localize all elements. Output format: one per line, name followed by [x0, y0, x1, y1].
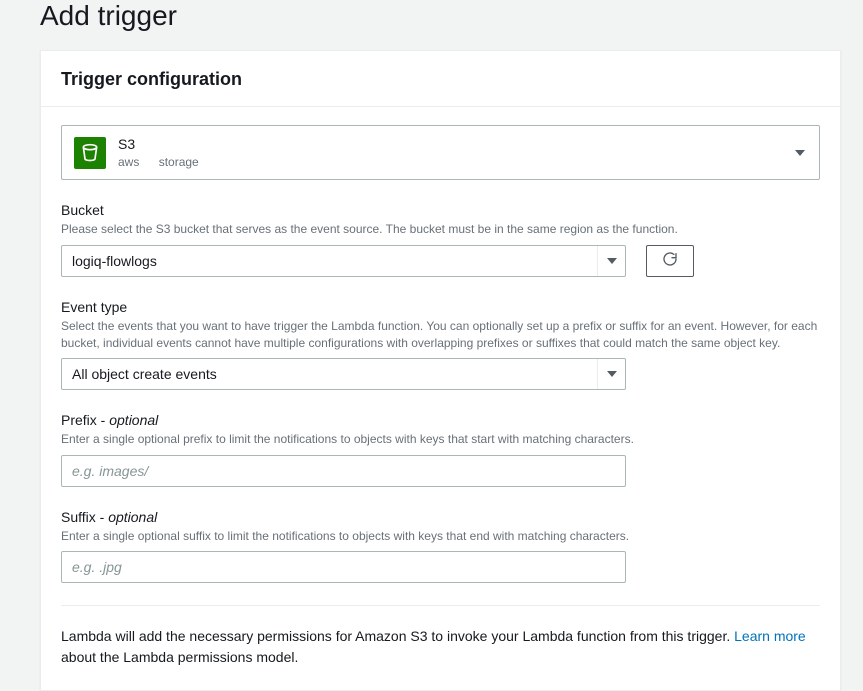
- suffix-label: Suffix - optional: [61, 509, 820, 525]
- chevron-down-icon: [597, 359, 625, 389]
- event-type-field: Event type Select the events that you wa…: [61, 299, 820, 391]
- suffix-field: Suffix - optional Enter a single optiona…: [61, 509, 820, 583]
- prefix-input[interactable]: [61, 455, 626, 487]
- panel-title: Trigger configuration: [41, 51, 840, 107]
- event-type-help: Select the events that you want to have …: [61, 318, 820, 353]
- prefix-help: Enter a single optional prefix to limit …: [61, 431, 820, 448]
- permissions-text-before: Lambda will add the necessary permission…: [61, 628, 734, 644]
- panel-body: S3 aws storage Bucket Please select the …: [41, 107, 840, 690]
- refresh-button[interactable]: [646, 245, 694, 277]
- prefix-optional-tag: optional: [109, 412, 158, 428]
- suffix-help: Enter a single optional suffix to limit …: [61, 528, 820, 545]
- suffix-optional-tag: optional: [108, 509, 157, 525]
- divider: [61, 605, 820, 606]
- prefix-label-text: Prefix -: [61, 412, 109, 428]
- source-category: storage: [159, 155, 199, 169]
- chevron-down-icon: [795, 145, 805, 161]
- source-meta: S3 aws storage: [118, 136, 807, 169]
- bucket-select[interactable]: logiq-flowlogs: [61, 245, 626, 277]
- learn-more-link[interactable]: Learn more: [734, 628, 806, 644]
- event-type-label: Event type: [61, 299, 820, 315]
- source-provider: aws: [118, 155, 139, 169]
- chevron-down-icon: [597, 246, 625, 276]
- suffix-input[interactable]: [61, 551, 626, 583]
- page-title: Add trigger: [0, 0, 863, 50]
- s3-bucket-icon: [74, 137, 106, 169]
- trigger-config-panel: Trigger configuration S3 aws storage: [40, 50, 841, 691]
- bucket-field: Bucket Please select the S3 bucket that …: [61, 202, 820, 276]
- bucket-label: Bucket: [61, 202, 820, 218]
- source-tags: aws storage: [118, 155, 807, 169]
- source-name: S3: [118, 136, 807, 153]
- permissions-note: Lambda will add the necessary permission…: [61, 626, 820, 668]
- bucket-value: logiq-flowlogs: [72, 253, 157, 269]
- bucket-help: Please select the S3 bucket that serves …: [61, 221, 820, 238]
- refresh-icon: [662, 251, 678, 270]
- trigger-source-select[interactable]: S3 aws storage: [61, 125, 820, 180]
- permissions-text-after: about the Lambda permissions model.: [61, 649, 298, 665]
- event-type-select[interactable]: All object create events: [61, 358, 626, 390]
- prefix-label: Prefix - optional: [61, 412, 820, 428]
- suffix-label-text: Suffix -: [61, 509, 108, 525]
- event-type-value: All object create events: [72, 366, 217, 382]
- prefix-field: Prefix - optional Enter a single optiona…: [61, 412, 820, 486]
